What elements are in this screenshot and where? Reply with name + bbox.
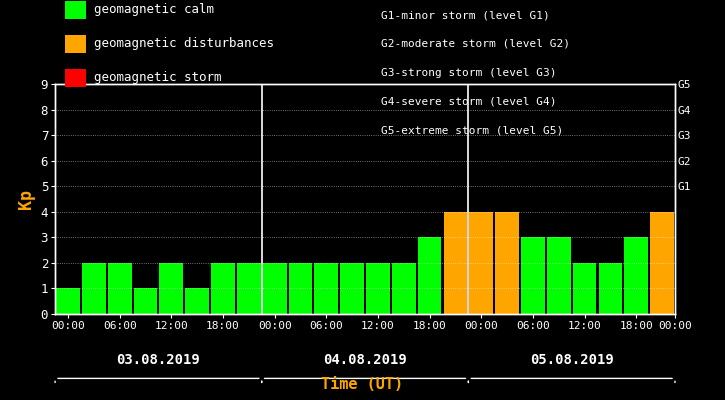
Bar [392, 263, 415, 314]
Bar [315, 263, 338, 314]
Text: G1-minor storm (level G1): G1-minor storm (level G1) [381, 10, 550, 20]
Bar [599, 263, 622, 314]
Bar [650, 212, 674, 314]
Bar [444, 212, 468, 314]
Text: geomagnetic storm: geomagnetic storm [94, 72, 222, 84]
Text: 05.08.2019: 05.08.2019 [530, 353, 613, 367]
Bar [573, 263, 597, 314]
Bar [237, 263, 261, 314]
Bar [521, 237, 544, 314]
Text: geomagnetic disturbances: geomagnetic disturbances [94, 38, 274, 50]
Bar [340, 263, 364, 314]
Bar [624, 237, 648, 314]
Text: G3-strong storm (level G3): G3-strong storm (level G3) [381, 68, 556, 78]
Text: geomagnetic calm: geomagnetic calm [94, 4, 215, 16]
Text: Time (UT): Time (UT) [321, 377, 404, 392]
Bar [289, 263, 312, 314]
Bar [547, 237, 571, 314]
Bar [262, 263, 286, 314]
Y-axis label: Kp: Kp [17, 189, 35, 209]
Bar [211, 263, 235, 314]
Bar [418, 237, 442, 314]
Text: G2-moderate storm (level G2): G2-moderate storm (level G2) [381, 39, 570, 49]
Bar [160, 263, 183, 314]
Bar [366, 263, 390, 314]
Text: G5-extreme storm (level G5): G5-extreme storm (level G5) [381, 125, 563, 135]
Text: G4-severe storm (level G4): G4-severe storm (level G4) [381, 96, 556, 106]
Text: 04.08.2019: 04.08.2019 [323, 353, 407, 367]
Text: 03.08.2019: 03.08.2019 [117, 353, 200, 367]
Bar [56, 288, 80, 314]
Bar [495, 212, 519, 314]
Bar [186, 288, 209, 314]
Bar [133, 288, 157, 314]
Bar [469, 212, 493, 314]
Bar [108, 263, 131, 314]
Bar [82, 263, 106, 314]
